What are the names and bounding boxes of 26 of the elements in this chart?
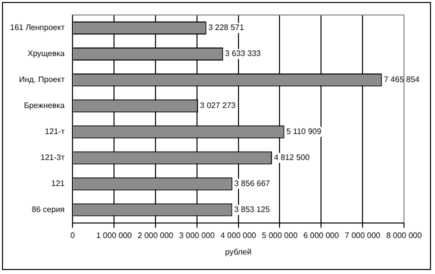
x-tick-label: 5 000 000 xyxy=(262,230,298,240)
data-label: 5 110 909 xyxy=(286,127,322,136)
data-label: 3 856 667 xyxy=(234,179,271,188)
data-label: 3 027 273 xyxy=(200,101,236,110)
data-label: 7 465 854 xyxy=(384,75,420,84)
data-label: 4 812 500 xyxy=(274,153,310,162)
y-tick-label: Инд. Проект xyxy=(18,75,65,84)
x-tick-label: 4 000 000 xyxy=(220,230,257,240)
x-tick-label: 3 000 000 xyxy=(179,230,216,240)
y-tick-label: Брежневка xyxy=(24,101,66,110)
data-label: 3 228 571 xyxy=(208,23,244,32)
x-tick-label: 8 000 000 xyxy=(386,230,422,240)
y-tick-label: 161 Ленпроект xyxy=(10,23,65,32)
x-axis-title: рублей xyxy=(225,247,252,256)
x-tick-label: 0 xyxy=(70,230,76,240)
x-tick-label: 1 000 000 xyxy=(96,230,132,240)
data-label: 3 633 333 xyxy=(225,49,262,58)
x-tick-label: 2 000 000 xyxy=(138,230,174,240)
y-tick-label: 121-т xyxy=(44,127,65,136)
data-label: 3 853 125 xyxy=(234,205,270,214)
y-tick-label: 121-3т xyxy=(40,153,65,162)
y-tick-label: 86 серия xyxy=(32,205,65,214)
y-tick-label: Хрущевка xyxy=(28,49,66,58)
x-tick-label: 6 000 000 xyxy=(303,230,340,240)
x-tick-label: 7 000 000 xyxy=(344,230,381,240)
y-tick-label: 121 xyxy=(51,179,66,188)
